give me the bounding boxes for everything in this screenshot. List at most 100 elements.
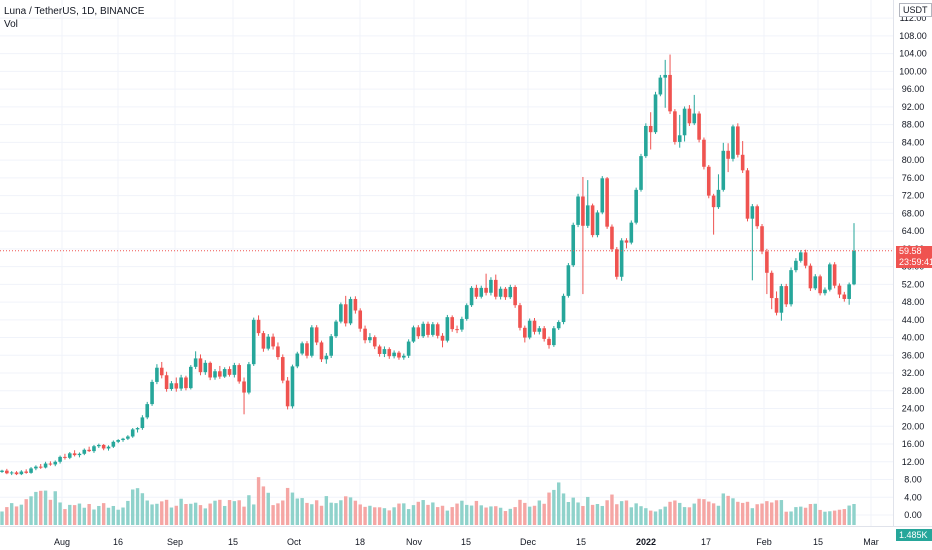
- candle-body: [77, 453, 82, 456]
- price-tick-label: 76.00: [902, 173, 925, 183]
- candle-body: [474, 287, 479, 297]
- candle: [82, 448, 87, 456]
- candle-body: [798, 252, 803, 261]
- time-tick-label: 15: [228, 537, 238, 547]
- candle-body: [237, 365, 242, 382]
- candle-body: [203, 362, 208, 373]
- candle: [121, 437, 125, 442]
- candle: [595, 210, 600, 238]
- volume-bar: [198, 505, 203, 525]
- candle: [431, 322, 435, 337]
- candle: [372, 335, 377, 350]
- candle: [731, 124, 735, 162]
- candle-body: [155, 367, 159, 382]
- volume-bar: [353, 500, 358, 525]
- candle: [397, 350, 401, 360]
- candle: [116, 439, 120, 444]
- volume-bar: [213, 500, 217, 525]
- candle-body: [169, 383, 174, 390]
- candle: [508, 284, 513, 299]
- volume-bar: [600, 505, 604, 525]
- price-tick-label: 36.00: [902, 350, 925, 360]
- volume-bar: [97, 505, 101, 525]
- candle: [832, 262, 837, 289]
- candle-body: [585, 205, 590, 226]
- price-axis[interactable]: 112.00 108.00 104.00 100.00 96.00 92.00 88.00 8…: [899, 13, 927, 520]
- candle-body: [58, 456, 62, 462]
- candle: [518, 302, 522, 331]
- candle: [576, 193, 580, 228]
- candle-body: [184, 377, 188, 389]
- candle: [29, 467, 33, 474]
- candle: [43, 461, 48, 469]
- candle: [24, 469, 29, 474]
- volume-bar: [770, 502, 774, 525]
- candle-body: [372, 337, 377, 347]
- candle-body: [43, 463, 48, 468]
- candle-body: [188, 366, 193, 389]
- candle-body: [329, 336, 333, 356]
- candle: [150, 379, 154, 406]
- candle: [179, 374, 183, 391]
- volume-bar: [673, 500, 677, 525]
- candle: [552, 326, 556, 347]
- candle: [92, 444, 96, 453]
- candle: [290, 364, 295, 409]
- time-axis[interactable]: Aug 16 Sep 15 Oct 18 Nov 15 Dec 15 2022 17 Feb 15 Mar: [54, 537, 879, 547]
- candle: [769, 270, 774, 310]
- candle-body: [363, 328, 367, 341]
- candle: [14, 471, 19, 476]
- candle-body: [663, 74, 668, 78]
- symbol-title[interactable]: Luna / TetherUS, 1D, BINANCE: [4, 6, 145, 17]
- volume-bars: [0, 477, 856, 525]
- candle-body: [24, 471, 29, 473]
- volume-bar: [552, 489, 556, 525]
- candle-body: [0, 470, 4, 472]
- candle-body: [532, 320, 537, 332]
- candle-body: [527, 320, 532, 338]
- candle-body: [789, 270, 793, 305]
- volume-bar: [48, 499, 53, 525]
- volume-bar: [179, 498, 183, 525]
- time-tick-label: Nov: [406, 537, 423, 547]
- candle: [798, 250, 803, 263]
- volume-bar: [53, 491, 57, 525]
- volume-bar: [314, 500, 319, 525]
- candle-body: [247, 364, 251, 393]
- candle-body: [48, 463, 53, 465]
- candle-body: [711, 195, 716, 208]
- volume-bar: [455, 503, 459, 525]
- volume-bar: [271, 505, 275, 525]
- currency-unit-badge[interactable]: USDT: [899, 3, 932, 17]
- time-tick-label: Sep: [167, 537, 183, 547]
- candle-body: [445, 317, 450, 341]
- volume-bar: [368, 505, 372, 525]
- volume-bar: [624, 500, 629, 525]
- volume-bar: [750, 508, 755, 525]
- candle: [527, 318, 532, 340]
- candle-body: [619, 240, 624, 277]
- candle-body: [624, 240, 629, 243]
- candle: [740, 141, 745, 173]
- candle-body: [726, 150, 730, 159]
- grid-lines: [0, 0, 893, 526]
- volume-bar: [576, 502, 580, 525]
- candle-body: [755, 206, 759, 227]
- volume-bar: [571, 497, 575, 525]
- volume-bar: [668, 501, 672, 525]
- candle: [426, 321, 430, 338]
- candle-body: [803, 252, 808, 266]
- candle-body: [280, 357, 285, 381]
- candle: [489, 277, 493, 296]
- candle: [750, 204, 755, 281]
- volume-bar: [310, 504, 314, 525]
- price-tick-label: 64.00: [902, 226, 925, 236]
- candle-body: [450, 317, 455, 330]
- candle: [619, 238, 624, 281]
- candle: [329, 334, 333, 358]
- candle: [19, 470, 24, 476]
- candle: [697, 111, 701, 143]
- candle-body: [14, 472, 19, 475]
- volume-indicator-label[interactable]: Vol: [4, 19, 18, 30]
